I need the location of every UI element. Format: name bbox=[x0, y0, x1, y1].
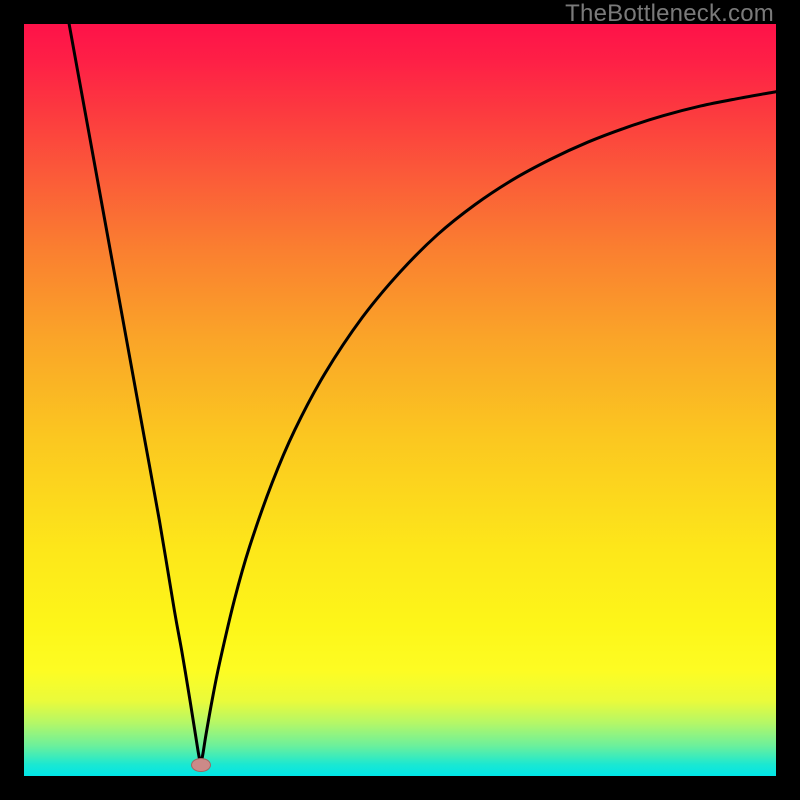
bottleneck-curve bbox=[24, 24, 776, 776]
minimum-marker bbox=[191, 758, 211, 772]
watermark-text: TheBottleneck.com bbox=[565, 0, 774, 28]
plot-area bbox=[24, 24, 776, 776]
